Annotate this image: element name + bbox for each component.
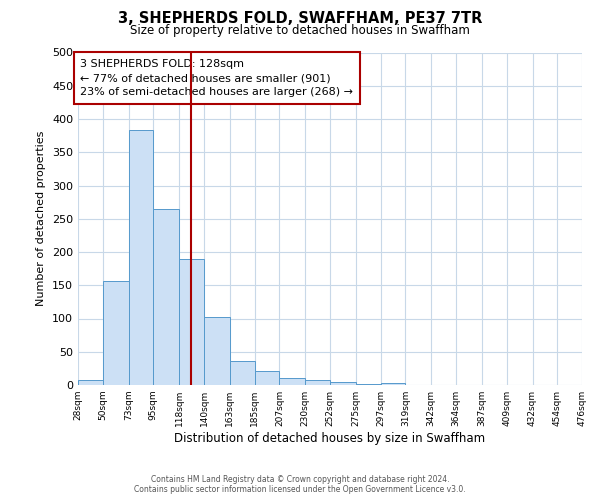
Bar [230,361,254,385]
Bar [305,380,330,385]
Bar [128,130,154,385]
Bar [380,383,406,385]
Bar [330,382,356,385]
Bar [280,378,305,385]
Text: Size of property relative to detached houses in Swaffham: Size of property relative to detached ho… [130,24,470,37]
Text: 3 SHEPHERDS FOLD: 128sqm
← 77% of detached houses are smaller (901)
23% of semi-: 3 SHEPHERDS FOLD: 128sqm ← 77% of detach… [80,59,353,97]
Bar [154,209,179,385]
Bar [78,380,103,385]
X-axis label: Distribution of detached houses by size in Swaffham: Distribution of detached houses by size … [175,432,485,445]
Bar [356,384,380,385]
Y-axis label: Number of detached properties: Number of detached properties [37,131,46,306]
Bar [103,280,128,385]
Bar [204,317,230,385]
Text: Contains HM Land Registry data © Crown copyright and database right 2024.
Contai: Contains HM Land Registry data © Crown c… [134,474,466,494]
Text: 3, SHEPHERDS FOLD, SWAFFHAM, PE37 7TR: 3, SHEPHERDS FOLD, SWAFFHAM, PE37 7TR [118,11,482,26]
Bar [179,258,204,385]
Bar [254,371,280,385]
